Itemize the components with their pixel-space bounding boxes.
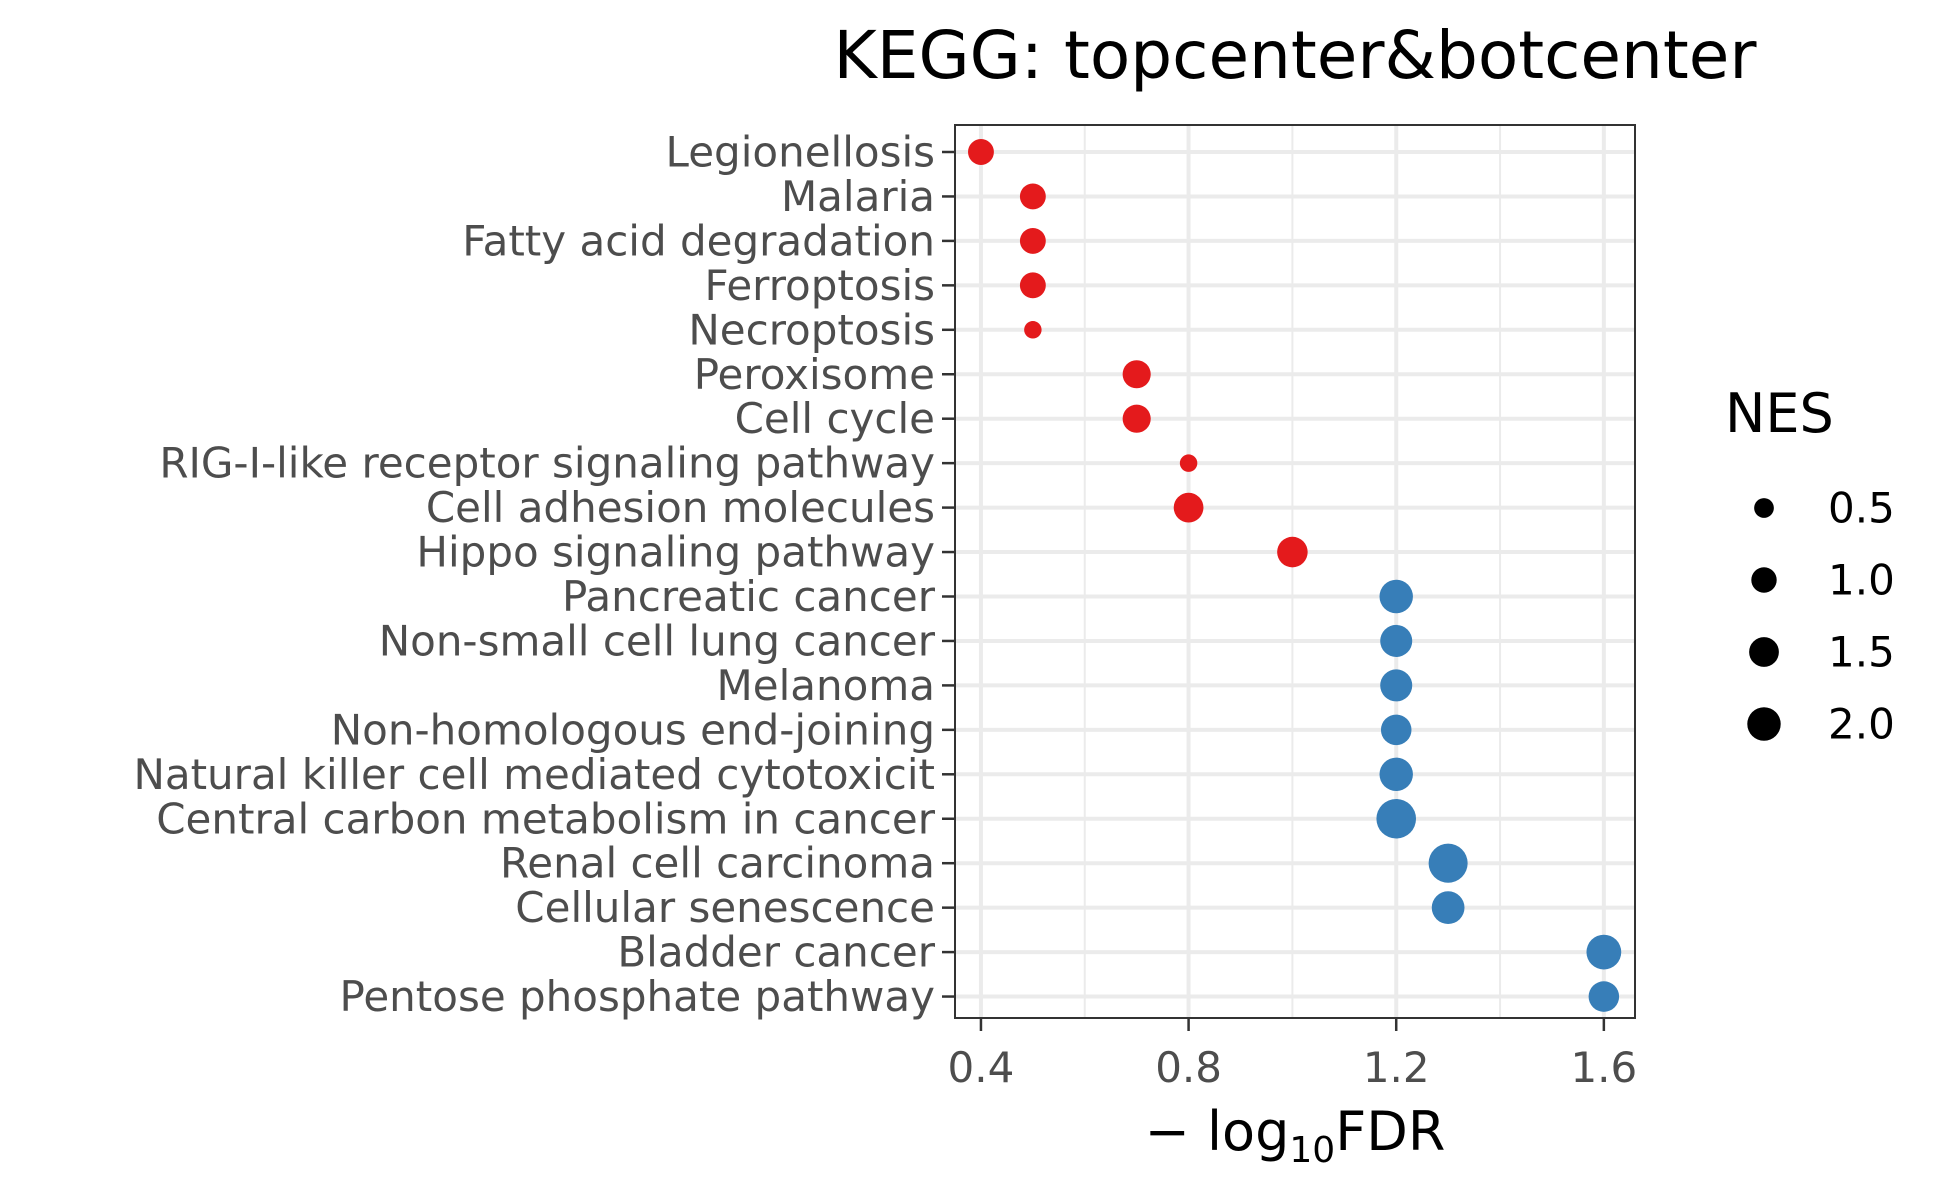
data-point bbox=[1122, 404, 1151, 433]
y-tick-label: Renal cell carcinoma bbox=[500, 839, 935, 888]
legend-size-key bbox=[1749, 637, 1779, 667]
y-tick-label: Cell adhesion molecules bbox=[426, 483, 935, 532]
y-tick-label: Pancreatic cancer bbox=[562, 572, 936, 621]
plot-panel bbox=[955, 125, 1635, 1018]
gridlines bbox=[955, 125, 1635, 1018]
data-point bbox=[1379, 579, 1413, 614]
y-tick-label: Peroxisome bbox=[694, 350, 935, 399]
data-point bbox=[1380, 624, 1413, 657]
y-tick-label: Legionellosis bbox=[666, 128, 935, 177]
x-axis-title: − log10FDR bbox=[1145, 1100, 1446, 1171]
data-point bbox=[1019, 272, 1046, 299]
legend-size-key bbox=[1754, 498, 1774, 518]
legend-label: 1.5 bbox=[1828, 628, 1895, 677]
x-axis-title-suffix: FDR bbox=[1335, 1100, 1445, 1163]
y-tick-label: Hippo signaling pathway bbox=[416, 528, 935, 577]
x-tick-label: 1.2 bbox=[1363, 1043, 1430, 1092]
legend-title: NES bbox=[1725, 382, 1834, 445]
y-tick-label: Cell cycle bbox=[735, 394, 935, 443]
y-tick-label: Melanoma bbox=[717, 661, 935, 710]
x-tick-label: 0.4 bbox=[948, 1043, 1015, 1092]
y-tick-label: Non-homologous end-joining bbox=[331, 705, 935, 754]
legend-label: 0.5 bbox=[1828, 484, 1895, 533]
data-point bbox=[1380, 669, 1413, 702]
data-point bbox=[1428, 843, 1468, 883]
legend-label: 1.0 bbox=[1828, 556, 1895, 605]
legend-label: 2.0 bbox=[1828, 700, 1895, 749]
data-point bbox=[1431, 891, 1465, 925]
data-point bbox=[1019, 227, 1046, 254]
x-axis-title-subscript: 10 bbox=[1289, 1130, 1335, 1171]
y-tick-label: RIG-I-like receptor signaling pathway bbox=[159, 439, 935, 488]
data-point bbox=[1019, 183, 1046, 210]
data-point bbox=[1380, 714, 1412, 746]
y-tick-label: Bladder cancer bbox=[617, 928, 935, 977]
data-points bbox=[968, 139, 1622, 1012]
y-tick-label: Fatty acid degradation bbox=[462, 216, 935, 265]
legend-size-key bbox=[1751, 567, 1777, 593]
y-tick-label: Cellular senescence bbox=[515, 883, 935, 932]
y-tick-label: Pentose phosphate pathway bbox=[340, 972, 936, 1021]
x-axis-title-prefix: − log bbox=[1145, 1100, 1290, 1163]
x-tick-label: 0.8 bbox=[1155, 1043, 1222, 1092]
chart-title: KEGG: topcenter&botcenter bbox=[834, 17, 1758, 94]
y-tick-label: Non-small cell lung cancer bbox=[379, 616, 936, 665]
y-tick-label: Natural killer cell mediated cytotoxicit bbox=[133, 750, 935, 799]
data-point bbox=[1024, 321, 1042, 339]
y-tick-label: Ferroptosis bbox=[704, 261, 935, 310]
y-tick-label: Necroptosis bbox=[688, 305, 935, 354]
x-axis: 0.4 0.8 1.2 1.6 bbox=[948, 1018, 1637, 1092]
data-point bbox=[1122, 360, 1151, 389]
data-point bbox=[1376, 798, 1417, 839]
data-point bbox=[1586, 934, 1622, 970]
x-tick-label: 1.6 bbox=[1570, 1043, 1637, 1092]
data-point bbox=[1277, 536, 1308, 568]
legend: NES 0.5 1.0 1.5 2.0 bbox=[1725, 382, 1895, 749]
data-point bbox=[1173, 492, 1204, 523]
data-point bbox=[1179, 454, 1198, 472]
legend-size-key bbox=[1747, 707, 1781, 741]
data-point bbox=[968, 139, 994, 165]
y-tick-label: Central carbon metabolism in cancer bbox=[156, 794, 936, 843]
y-tick-label: Malaria bbox=[781, 172, 935, 221]
plot-border bbox=[954, 124, 1636, 1019]
data-point bbox=[1379, 757, 1413, 792]
data-point bbox=[1588, 981, 1620, 1012]
